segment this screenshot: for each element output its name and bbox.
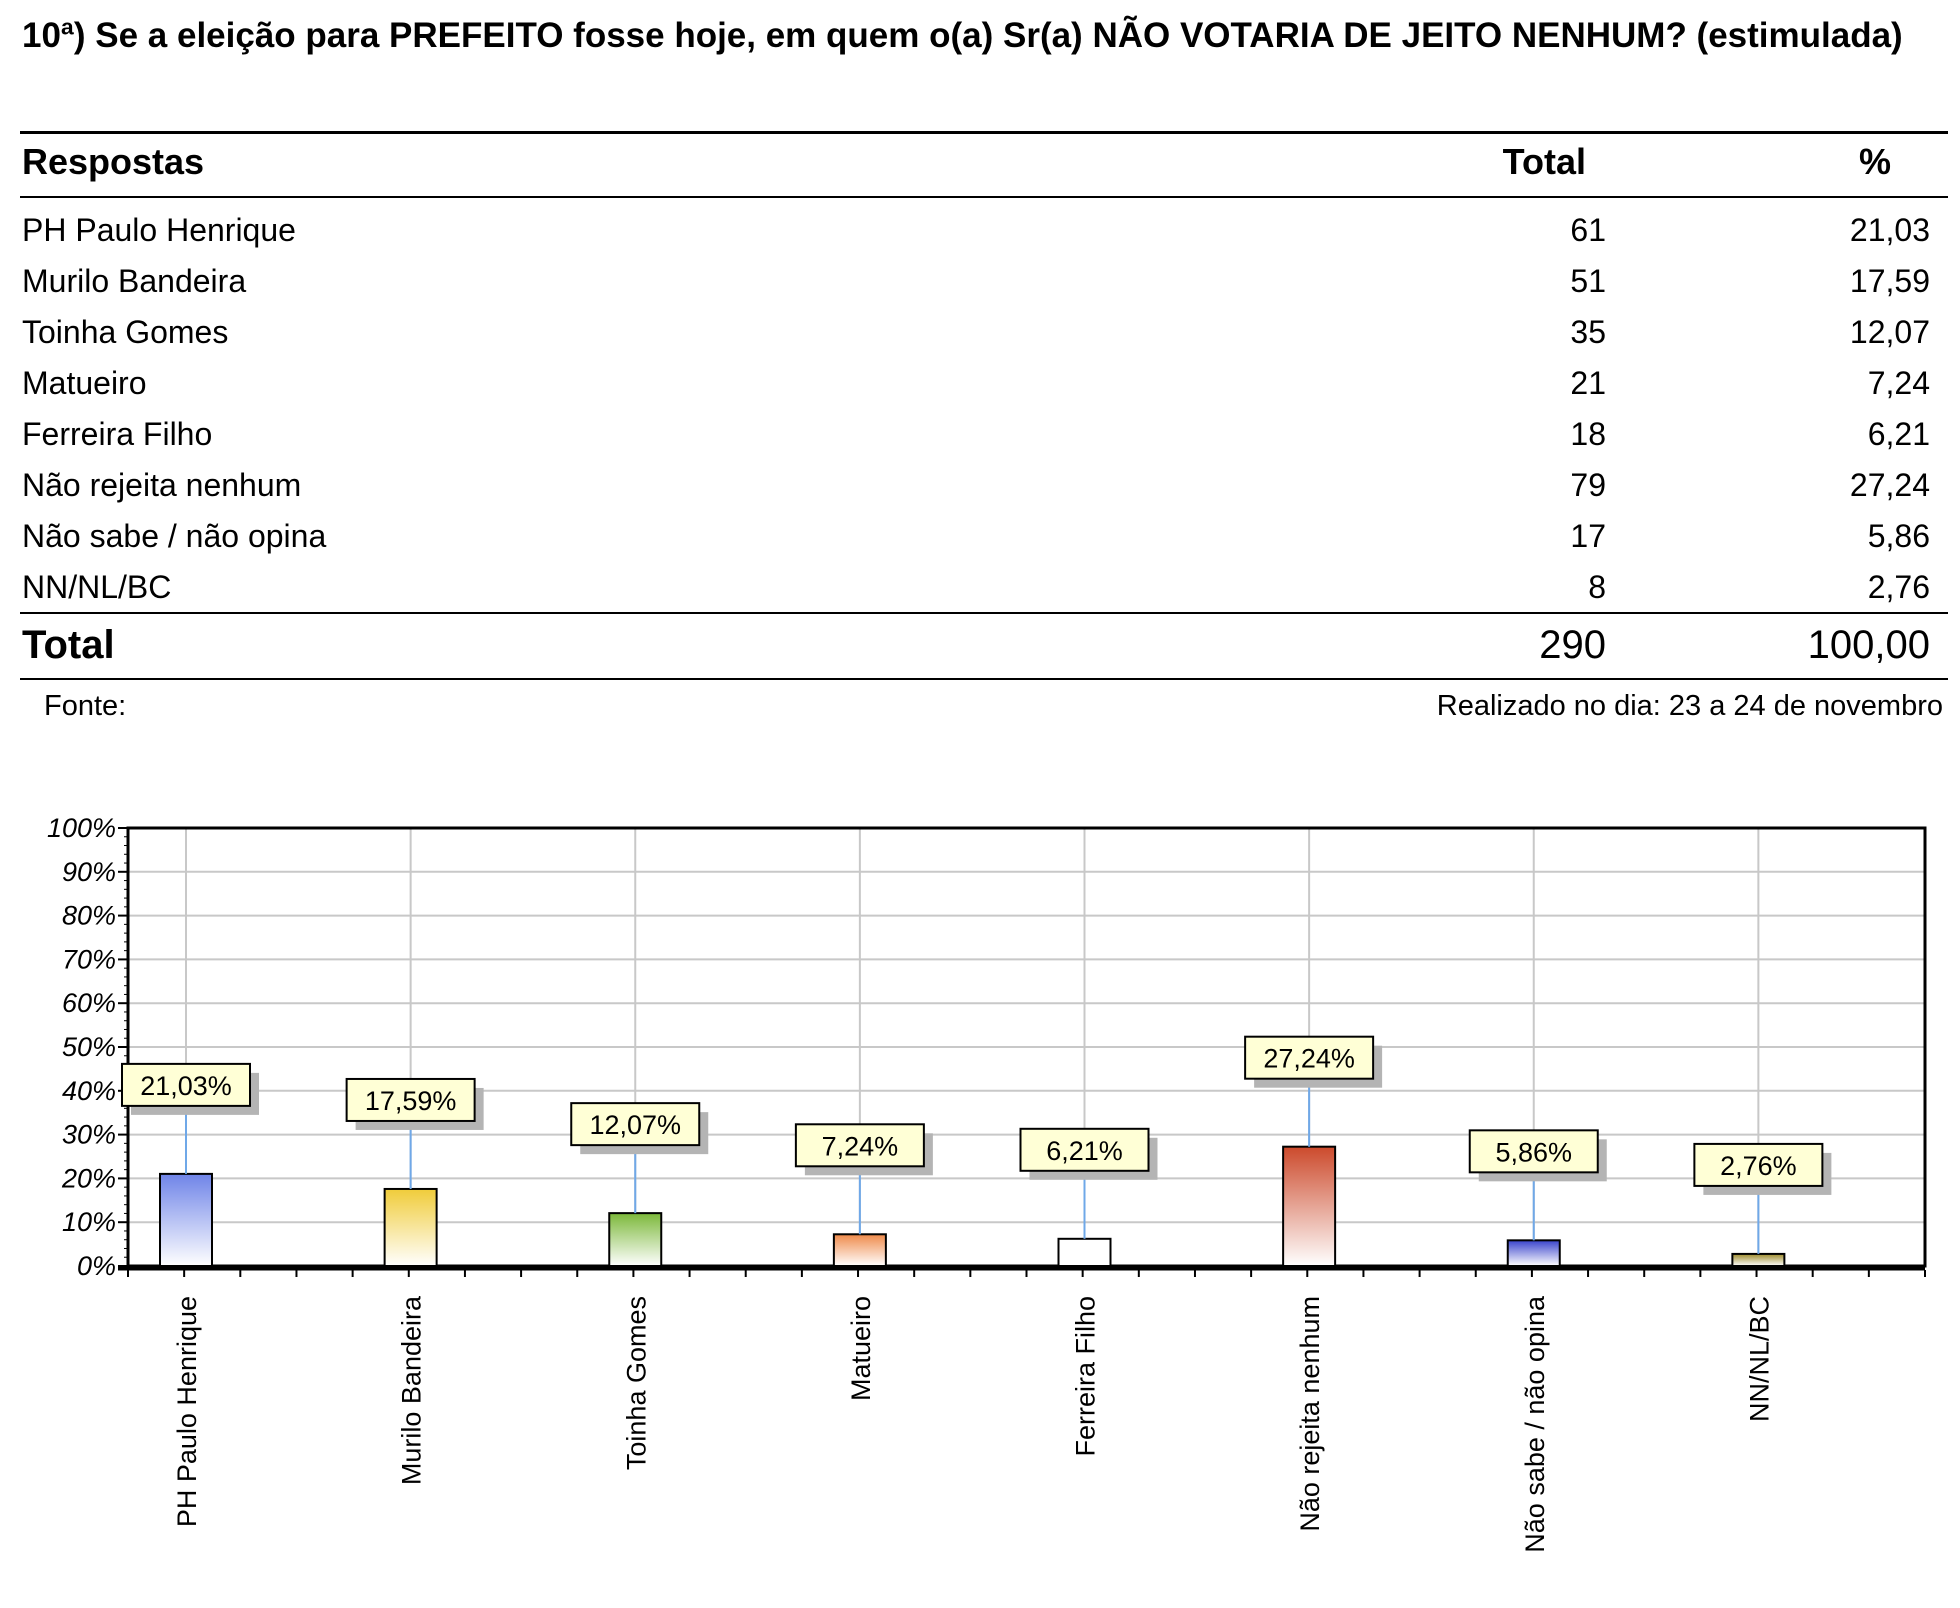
x-category-label: Não rejeita nenhum — [1295, 1296, 1325, 1532]
row-percent: 27,24 — [1849, 467, 1930, 503]
data-label-box — [1019, 1127, 1150, 1172]
row-percent: 17,59 — [1849, 263, 1930, 299]
x-category-label: Murilo Bandeira — [397, 1295, 427, 1485]
x-category-label: NN/NL/BC — [1744, 1296, 1774, 1422]
row-percent: 5,86 — [1867, 518, 1930, 554]
y-tick-label: 40% — [62, 1076, 116, 1106]
bar — [1731, 1252, 1786, 1267]
data-label-box — [570, 1102, 701, 1147]
data-label-box — [121, 1062, 251, 1107]
y-tick-label: 60% — [62, 988, 116, 1018]
total-bottom-rule — [20, 678, 1948, 680]
table-row: Não rejeita nenhum 79 27,24 — [20, 460, 1930, 511]
bar — [832, 1233, 887, 1267]
row-label: Murilo Bandeira — [22, 263, 247, 299]
x-category-label: Não sabe / não opina — [1520, 1295, 1550, 1553]
table-row: PH Paulo Henrique 61 21,03 — [20, 205, 1930, 256]
y-tick-label: 50% — [62, 1032, 116, 1062]
x-category-label: Toinha Gomes — [621, 1296, 651, 1470]
header-percent: % — [1858, 141, 1891, 182]
bar — [1282, 1145, 1337, 1268]
data-label-box — [794, 1123, 925, 1168]
row-total: 8 — [1588, 569, 1606, 605]
row-label: NN/NL/BC — [22, 569, 172, 605]
y-tick-label: 70% — [62, 944, 116, 974]
x-category-label: PH Paulo Henrique — [172, 1296, 202, 1527]
survey-date: Realizado no dia: 23 a 24 de novembro — [1436, 690, 1943, 722]
y-tick-label: 0% — [77, 1251, 116, 1281]
total-label: Total — [22, 623, 115, 667]
row-label: Não sabe / não opina — [22, 518, 327, 554]
data-label-box — [1244, 1035, 1375, 1080]
row-percent: 2,76 — [1867, 569, 1930, 605]
data-label: 12,07% — [589, 1110, 681, 1140]
data-label-box — [1468, 1129, 1599, 1174]
bar — [608, 1212, 663, 1267]
page-title: 10ª) Se a eleição para PREFEITO fosse ho… — [22, 16, 1903, 55]
table-row: Ferreira Filho 18 6,21 — [20, 409, 1930, 460]
data-label-box — [1693, 1142, 1824, 1187]
row-percent: 6,21 — [1867, 416, 1930, 452]
data-label-box — [345, 1077, 476, 1122]
data-label: 27,24% — [1263, 1044, 1355, 1074]
header-respostas: Respostas — [22, 141, 205, 182]
data-label: 2,76% — [1720, 1151, 1797, 1181]
data-label: 6,21% — [1046, 1136, 1123, 1166]
y-tick-label: 20% — [61, 1163, 116, 1193]
data-label: 7,24% — [822, 1131, 899, 1161]
data-label: 5,86% — [1495, 1137, 1572, 1167]
bar-chart: 0% 10% 20% 30% 40% 50% 60% 70% 80% 90% 100% 21,03% P… — [47, 813, 1927, 1553]
source-label: Fonte: — [44, 690, 127, 722]
row-percent: 12,07 — [1849, 314, 1930, 350]
row-label: PH Paulo Henrique — [22, 212, 296, 248]
row-total: 17 — [1570, 518, 1606, 554]
row-total: 51 — [1570, 263, 1606, 299]
table-row: Murilo Bandeira 51 17,59 — [20, 256, 1930, 307]
header-top-rule — [20, 131, 1948, 134]
data-label: 21,03% — [140, 1071, 232, 1101]
header-total: Total — [1502, 141, 1586, 182]
table-row: Toinha Gomes 35 12,07 — [20, 307, 1930, 358]
table-row: Não sabe / não opina 17 5,86 — [20, 511, 1930, 562]
row-total: 35 — [1570, 314, 1606, 350]
total-percent: 100,00 — [1807, 623, 1930, 667]
row-total: 61 — [1570, 212, 1606, 248]
y-tick-label: 100% — [47, 813, 116, 843]
row-label: Ferreira Filho — [22, 416, 213, 452]
y-tick-label: 80% — [62, 901, 116, 931]
bar — [1057, 1237, 1112, 1268]
data-label: 17,59% — [365, 1086, 457, 1116]
row-total: 18 — [1570, 416, 1606, 452]
row-total: 21 — [1570, 365, 1606, 401]
row-label: Matueiro — [22, 365, 147, 401]
header-bottom-rule — [20, 196, 1948, 198]
total-top-rule — [20, 612, 1948, 614]
total-row: Total 290 100,00 — [20, 617, 1930, 673]
bar — [1506, 1239, 1561, 1267]
row-label: Toinha Gomes — [22, 314, 229, 350]
total-count: 290 — [1539, 623, 1606, 667]
bar — [159, 1172, 213, 1268]
x-category-label: Matueiro — [846, 1296, 876, 1401]
bar — [383, 1187, 438, 1268]
x-category-label: Ferreira Filho — [1071, 1296, 1101, 1457]
row-percent: 7,24 — [1867, 365, 1930, 401]
table-row: Matueiro 21 7,24 — [20, 358, 1930, 409]
y-tick-label: 30% — [62, 1120, 116, 1150]
row-percent: 21,03 — [1849, 212, 1930, 248]
row-label: Não rejeita nenhum — [22, 467, 302, 503]
table-row: NN/NL/BC 8 2,76 — [20, 562, 1930, 613]
y-tick-label: 90% — [62, 857, 116, 887]
y-tick-label: 10% — [62, 1207, 116, 1237]
row-total: 79 — [1570, 467, 1606, 503]
